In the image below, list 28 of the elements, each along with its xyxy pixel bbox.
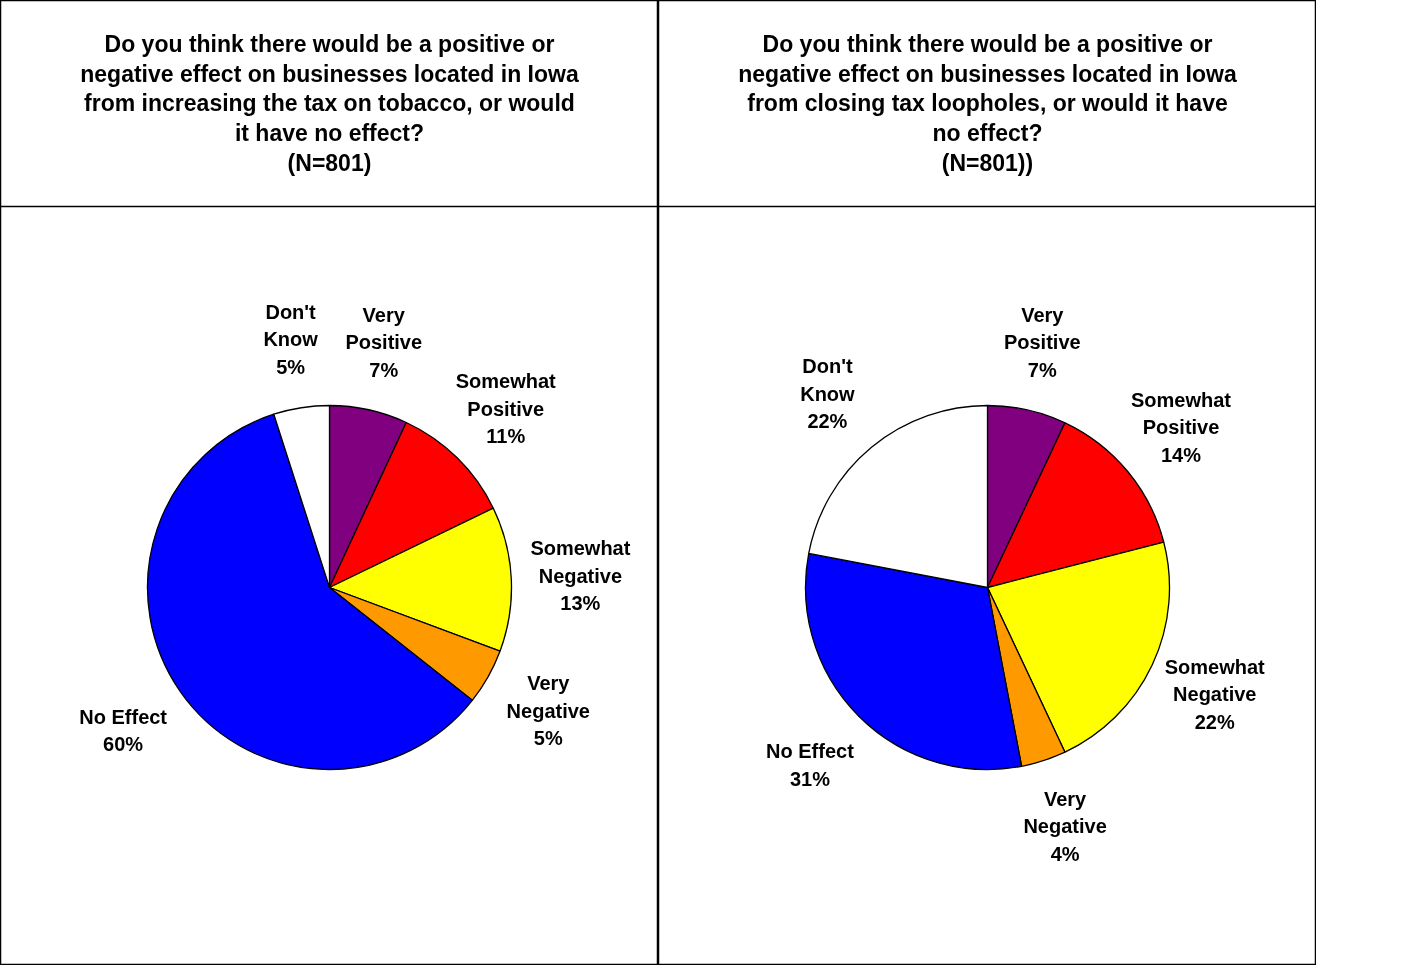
slice-label: Somewhat Negative: [1164, 655, 1266, 706]
slice-label: Very Positive: [345, 303, 423, 354]
slice-label: Very Negative: [506, 672, 590, 722]
slice-label: No Effect: [79, 705, 168, 728]
slice-label: Somewhat Negative: [530, 537, 631, 587]
chart-title: Do you think there would be a positive or negative effect on businesses located in Iowa from increasing the tax on tobacco, or would it have no effect?: [80, 30, 579, 147]
slice-label: Don't Know: [800, 355, 856, 405]
slice-label: Don't Know: [263, 300, 319, 351]
slice-label: Somewhat Positive: [455, 370, 557, 420]
data-label: 4%: [1050, 842, 1080, 865]
data-label: 22%: [1194, 710, 1235, 733]
data-label: 7%: [1027, 358, 1057, 381]
data-label: 22%: [807, 410, 848, 433]
slice-label: Very Positive: [1003, 303, 1081, 354]
data-label: 13%: [560, 592, 601, 615]
data-label: 31%: [789, 767, 831, 790]
data-label: 5%: [276, 355, 306, 378]
data-label: 7%: [369, 358, 399, 381]
data-label: 60%: [103, 733, 144, 756]
data-label: 11%: [486, 425, 526, 448]
slice-label: No Effect: [766, 740, 855, 763]
chart-title: Do you think there would be a positive or negative effect on businesses located in Iowa from closing tax loopholes, or would it have no effect?: [738, 30, 1237, 147]
chart-subtitle: (N=801): [287, 150, 372, 177]
data-label: 5%: [533, 727, 563, 750]
slice-label: Very Negative: [1023, 787, 1107, 838]
data-label: 14%: [1161, 443, 1202, 466]
chart-subtitle: (N=801)): [941, 150, 1034, 177]
slice-label: Somewhat Positive: [1131, 388, 1232, 439]
